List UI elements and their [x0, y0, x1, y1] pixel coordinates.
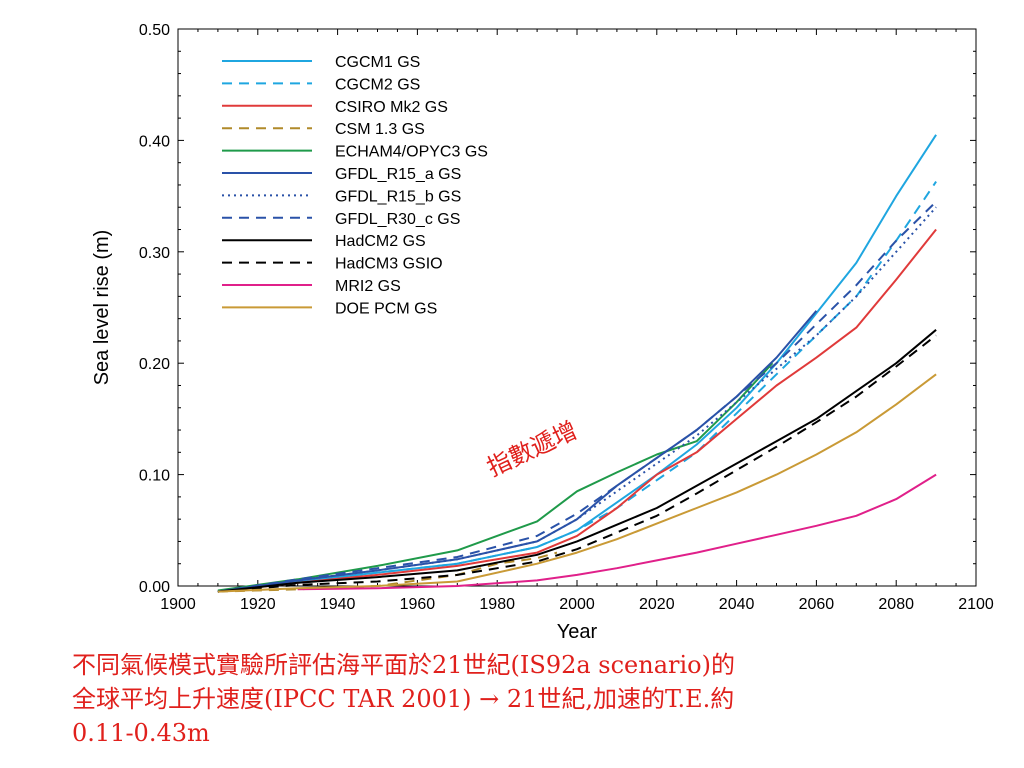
series-line-3 [217, 228, 937, 593]
y-axis-label: Sea level rise (m) [91, 230, 113, 386]
series-line-2 [217, 181, 937, 593]
chart: 1900 1920 1940 1960 1980 2000 2020 2040 2060 2080… [91, 22, 994, 640]
series-line-12 [217, 373, 937, 593]
series-line-11 [297, 473, 937, 591]
series-line-6 [217, 310, 818, 593]
legend-label: CGCM1 GS [335, 54, 420, 71]
x-tick-label: 1920 [240, 596, 276, 613]
x-tick-label: 2000 [559, 596, 595, 613]
legend-label: CGCM2 GS [335, 76, 420, 93]
series-line-9 [217, 329, 937, 593]
x-tick-label: 2040 [719, 596, 755, 613]
y-tick-label: 0.30 [139, 245, 170, 262]
legend-label: CSIRO Mk2 GS [335, 99, 448, 116]
figure-caption: 不同氣候模式實驗所評估海平面於21世紀(IS92a scenario)的 全球平… [72, 651, 735, 747]
legend-label: DOE PCM GS [335, 300, 437, 317]
y-tick-label: 0.40 [139, 133, 170, 150]
y-tick-label: 0.00 [139, 579, 170, 596]
legend-label: ECHAM4/OPYC3 GS [335, 144, 488, 161]
x-tick-label: 1960 [400, 596, 436, 613]
chart-axes: 1900 1920 1940 1960 1980 2000 2020 2040 2060 2080… [91, 22, 994, 640]
legend-label: GFDL_R15_a GS [335, 166, 461, 183]
legend-label: GFDL_R15_b GS [335, 188, 461, 205]
series-line-7 [217, 206, 937, 593]
x-tick-label: 1900 [160, 596, 196, 613]
x-tick-label: 2080 [878, 596, 914, 613]
series-line-10 [217, 334, 937, 593]
series-line-5 [217, 362, 774, 592]
y-tick-label: 0.20 [139, 356, 170, 373]
chart-series [217, 134, 937, 593]
y-tick-label: 0.50 [139, 22, 170, 39]
x-tick-label: 1940 [320, 596, 356, 613]
chart-legend: CGCM1 GS CGCM2 GS CSIRO Mk2 GS CSM 1.3 GS EC… [222, 54, 488, 317]
legend-label: MRI2 GS [335, 278, 401, 295]
y-tick-label: 0.10 [139, 468, 170, 485]
x-tick-label: 2020 [639, 596, 675, 613]
series-line-8 [217, 200, 937, 593]
legend-label: HadCM3 GSIO [335, 256, 443, 273]
legend-label: HadCM2 GS [335, 233, 426, 250]
legend-label: GFDL_R30_c GS [335, 211, 460, 228]
x-tick-label: 2060 [799, 596, 835, 613]
x-tick-label: 2100 [958, 596, 994, 613]
legend-label: CSM 1.3 GS [335, 121, 425, 138]
x-tick-label: 1980 [479, 596, 515, 613]
x-axis-label: Year [557, 621, 598, 640]
